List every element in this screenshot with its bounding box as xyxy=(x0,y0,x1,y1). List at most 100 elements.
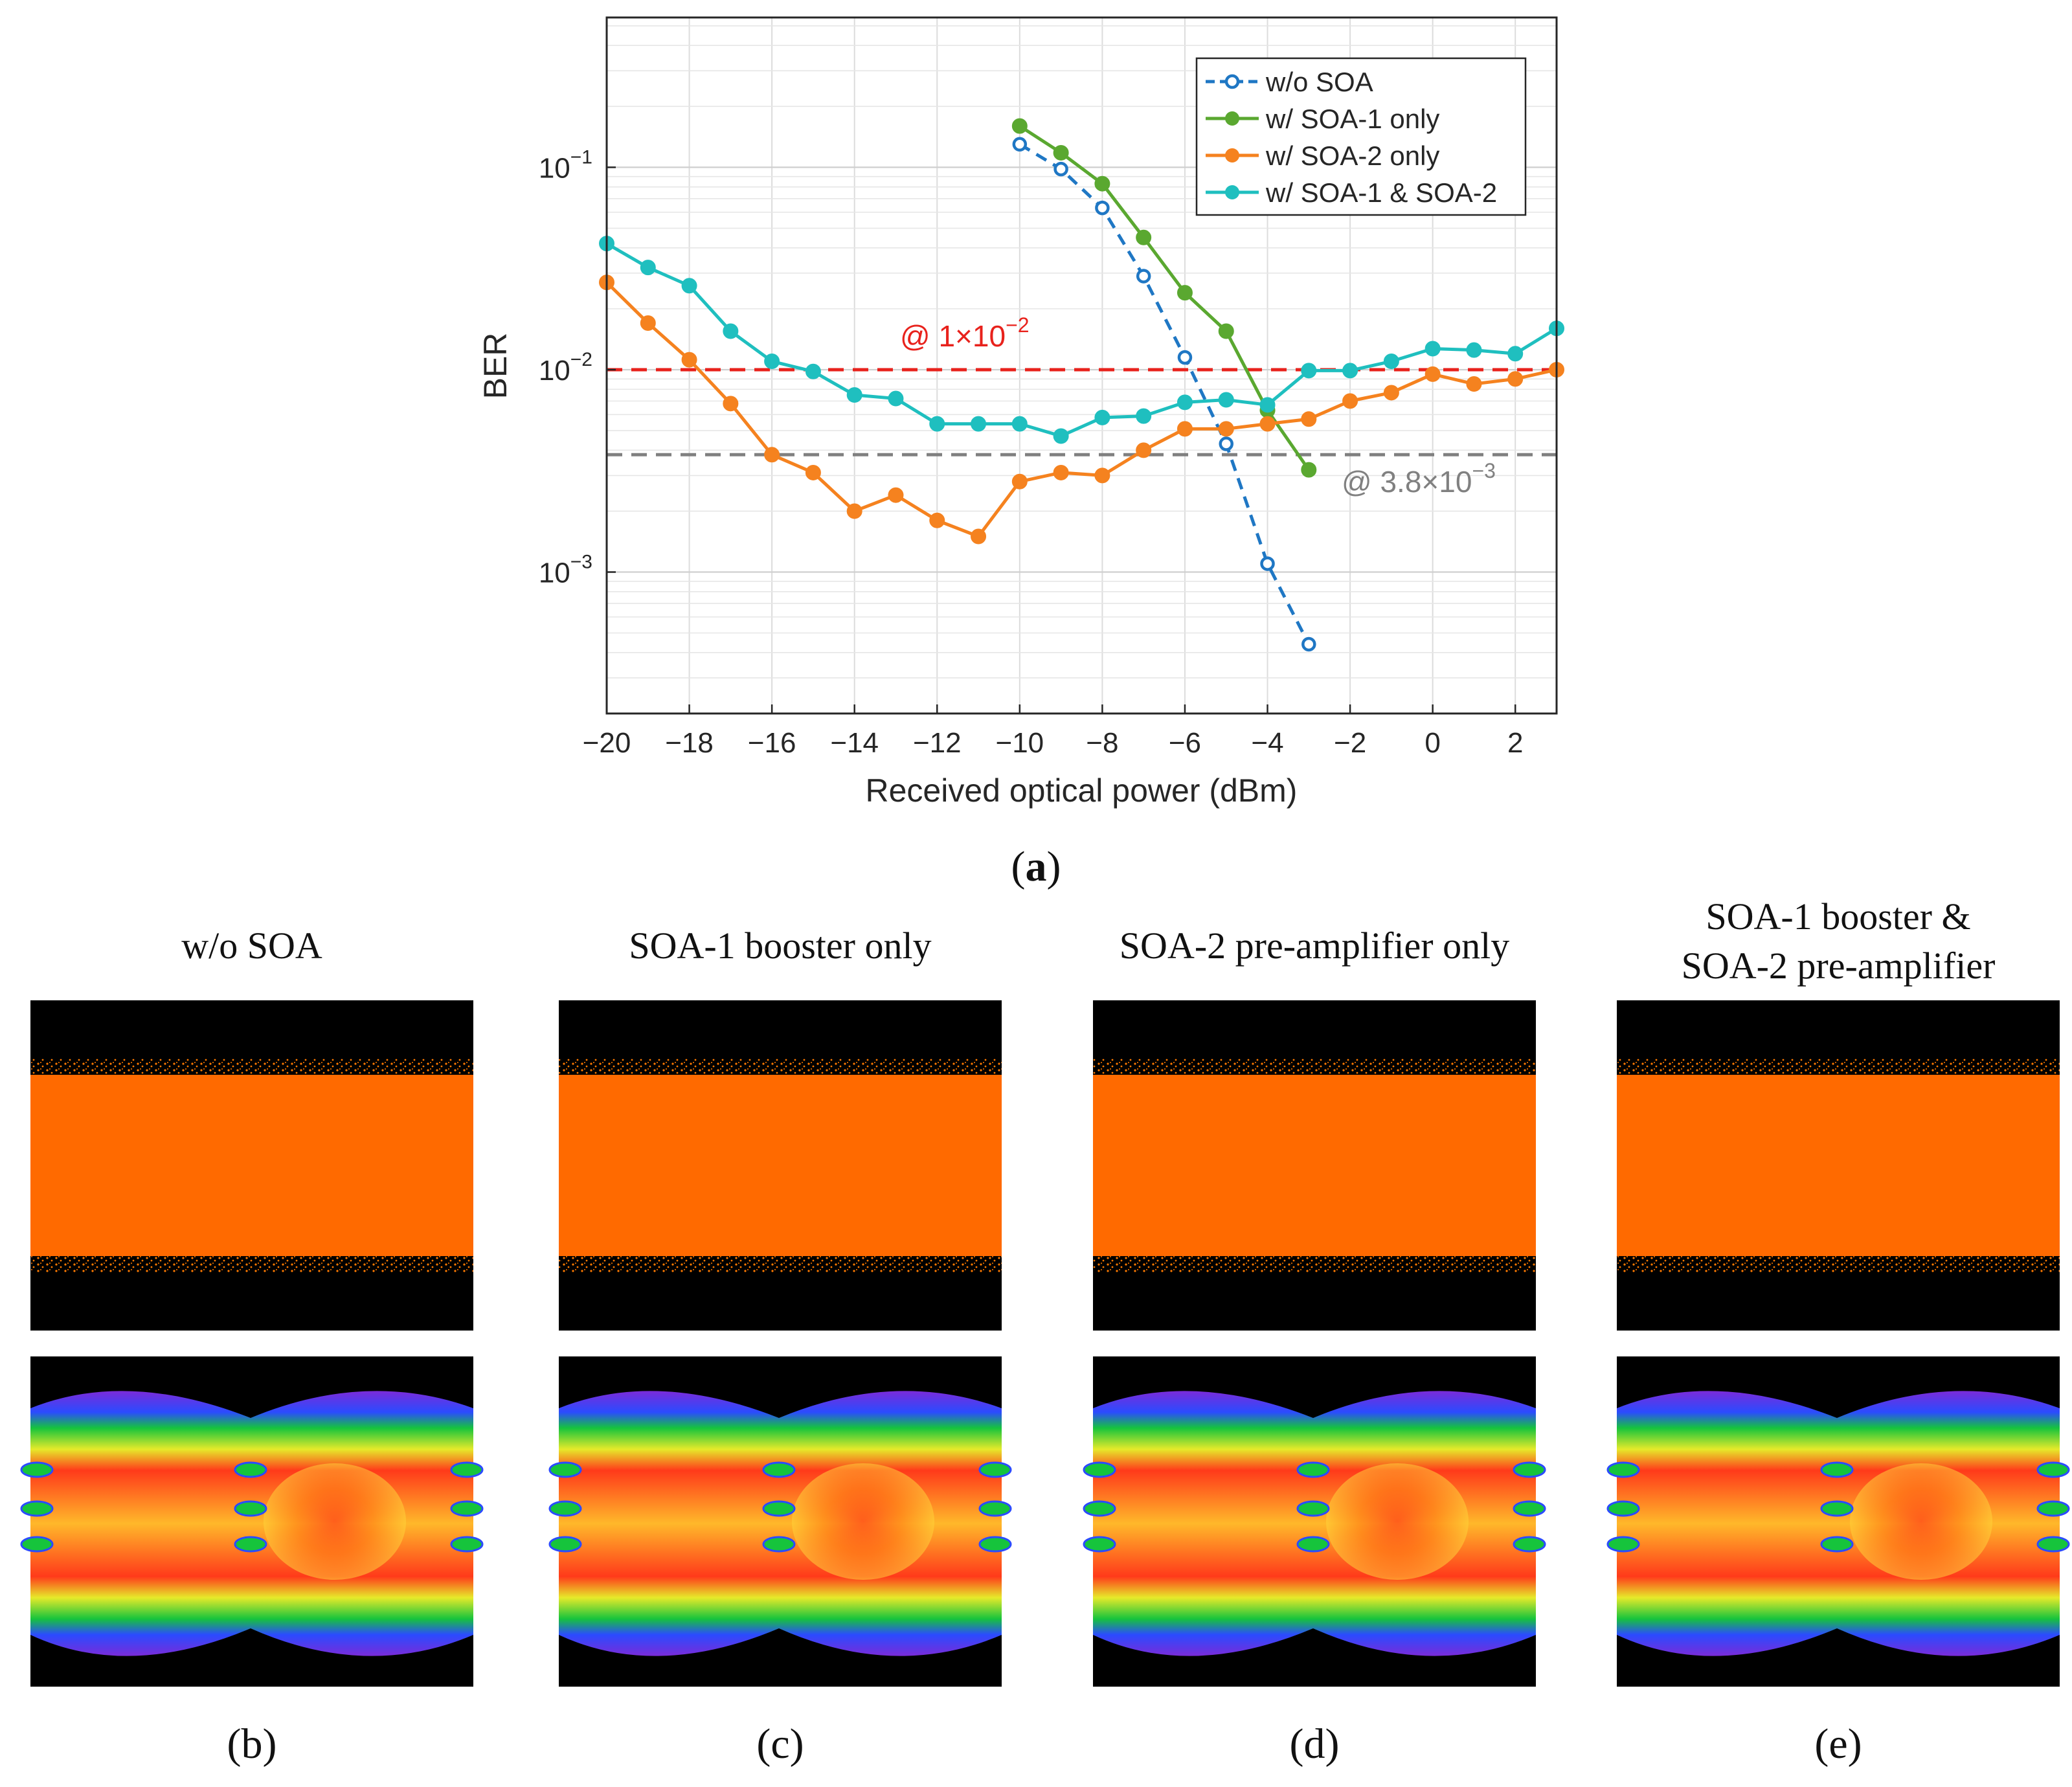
optical-eye-crossing xyxy=(234,1536,267,1553)
optical-eye-trace xyxy=(30,1391,473,1656)
data-point xyxy=(1053,144,1069,161)
electrical-eye-noise-bottom xyxy=(559,1254,1002,1272)
eye-panel-e: SOA-1 booster & SOA-2 pre-amplifier (e) xyxy=(1606,895,2070,1768)
optical-eye-crossing xyxy=(1513,1536,1546,1553)
data-point xyxy=(1259,416,1276,432)
electrical-eye-noise-bottom xyxy=(1093,1254,1536,1272)
threshold-label-1e-2: @ 1×10−2 xyxy=(900,313,1030,353)
data-point xyxy=(1342,363,1358,379)
data-point xyxy=(1507,346,1524,362)
optical-eye-crossing xyxy=(978,1461,1012,1478)
electrical-eye-noise-top xyxy=(559,1059,1002,1077)
optical-eye-hotspot xyxy=(264,1463,406,1580)
data-point xyxy=(1177,421,1193,437)
data-point xyxy=(1219,436,1233,451)
x-tick-label: −14 xyxy=(830,727,879,759)
data-point xyxy=(1383,385,1399,401)
optical-eye-crossing xyxy=(1083,1536,1116,1553)
data-point xyxy=(1136,442,1152,458)
optical-eye-hotspot xyxy=(792,1463,934,1580)
x-tick-label: −2 xyxy=(1334,727,1366,759)
panel-label-a: (a) xyxy=(1011,843,1061,890)
panel-label-a-letter: a xyxy=(1026,843,1047,890)
optical-eye-crossing xyxy=(1820,1536,1854,1553)
data-point xyxy=(1218,323,1234,339)
optical-eye-crossing xyxy=(2036,1500,2070,1517)
data-point xyxy=(681,278,697,294)
eye-panel-b: w/o SOA (b) xyxy=(20,925,484,1768)
data-point xyxy=(1177,394,1193,410)
data-point xyxy=(1011,118,1028,134)
eye-panel-title: SOA-2 pre-amplifier only xyxy=(1120,925,1509,967)
data-point xyxy=(1466,342,1482,358)
data-point xyxy=(1136,408,1152,424)
optical-eye-crossing xyxy=(762,1500,796,1517)
data-point xyxy=(1094,175,1110,192)
optical-eye-crossing xyxy=(762,1461,796,1478)
data-point xyxy=(1259,397,1276,413)
x-tick-label: −18 xyxy=(665,727,714,759)
y-tick-label: 10−1 xyxy=(539,146,592,184)
data-point xyxy=(971,528,987,545)
data-point xyxy=(1011,473,1028,489)
series-1 xyxy=(1011,118,1317,478)
data-point xyxy=(971,416,987,432)
electrical-eye-band xyxy=(1093,1075,1536,1256)
data-point xyxy=(1053,161,1068,177)
data-point xyxy=(1424,366,1441,382)
legend-entry: w/ SOA-1 only xyxy=(1206,104,1439,134)
data-point xyxy=(1012,137,1028,152)
data-point xyxy=(1260,556,1275,571)
data-point xyxy=(805,363,821,379)
y-ticks: 10−1 10−2 10−3 xyxy=(539,146,616,589)
eye-panel-label: (d) xyxy=(1290,1720,1340,1768)
legend: w/o SOA w/ SOA-1 only w/ SOA-2 only w/ SOA-… xyxy=(1195,57,1527,216)
optical-eye-trace xyxy=(1093,1391,1536,1656)
data-point xyxy=(723,323,739,339)
optical-eye-crossing xyxy=(1083,1461,1116,1478)
data-point xyxy=(1301,363,1317,379)
data-point xyxy=(1383,354,1399,370)
optical-eye-crossing xyxy=(450,1536,484,1553)
data-point xyxy=(640,315,656,331)
data-point xyxy=(1136,229,1152,245)
optical-eye-crossing xyxy=(1513,1500,1546,1517)
optical-eye-crossing xyxy=(1083,1500,1116,1517)
series xyxy=(599,118,1564,652)
series-3 xyxy=(599,236,1564,444)
x-tick-label: −6 xyxy=(1169,727,1201,759)
eye-panel-label: (e) xyxy=(1814,1720,1862,1768)
legend-marker xyxy=(1225,111,1239,126)
data-point xyxy=(1136,269,1151,284)
optical-eye-crossing xyxy=(978,1536,1012,1553)
data-point xyxy=(1177,285,1193,301)
optical-eye-crossing xyxy=(1606,1461,1640,1478)
data-point xyxy=(1094,467,1110,484)
data-point xyxy=(888,390,904,407)
data-point xyxy=(846,387,862,403)
optical-eye-hotspot xyxy=(1850,1463,1992,1580)
data-point xyxy=(1301,462,1317,478)
x-tick-label: −16 xyxy=(748,727,796,759)
optical-eye-crossing xyxy=(234,1461,267,1478)
y-axis-label: BER xyxy=(477,333,513,399)
data-point xyxy=(1053,464,1069,480)
optical-eye-crossing xyxy=(1820,1500,1854,1517)
data-point xyxy=(1053,428,1069,444)
plot-frame xyxy=(605,16,1558,715)
data-point xyxy=(1507,371,1524,387)
eye-panel-title: SOA-1 booster & xyxy=(1706,895,1970,938)
series-2 xyxy=(599,275,1564,545)
electrical-eye-band xyxy=(30,1075,473,1256)
x-tick-label: −10 xyxy=(996,727,1044,759)
legend-marker xyxy=(1225,185,1239,199)
data-point xyxy=(929,512,945,528)
eye-panel-title: SOA-2 pre-amplifier xyxy=(1682,945,1996,987)
series-line xyxy=(1019,124,1311,471)
data-point xyxy=(1218,421,1234,437)
optical-eye-hotspot xyxy=(1326,1463,1469,1580)
x-tick-label: −12 xyxy=(913,727,962,759)
optical-eye-trace xyxy=(1617,1391,2060,1656)
legend-entry: w/o SOA xyxy=(1206,67,1373,97)
